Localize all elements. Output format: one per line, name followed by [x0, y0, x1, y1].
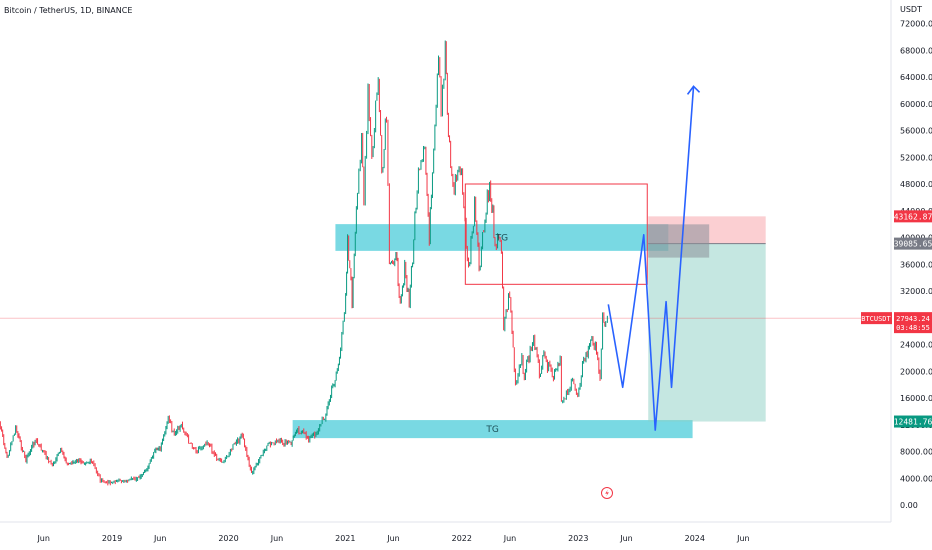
range-rectangle[interactable] — [464, 183, 648, 285]
time-axis[interactable]: Jun 2019 Jun 2020 Jun 2021 Jun 2022 Jun 2023 Jun 20… — [36, 534, 749, 543]
position-selection-box[interactable] — [648, 224, 710, 258]
y-tick-label: 52000.00 — [900, 153, 932, 162]
countdown-label: 03:48:55 — [896, 324, 930, 332]
y-tick-label: 56000.00 — [900, 127, 932, 136]
price-tag[interactable] — [894, 210, 932, 223]
y-tick-label: 32000.00 — [900, 287, 932, 296]
y-tick-label: 48000.00 — [900, 180, 932, 189]
price-tag-value: 39085.65 — [894, 240, 932, 249]
x-tick-label: Jun — [503, 534, 517, 543]
projection-arrowhead — [686, 85, 701, 95]
x-tick-label: Jun — [619, 534, 633, 543]
y-tick-label: 0.00 — [900, 501, 918, 510]
x-tick-label: 2019 — [102, 534, 122, 543]
y-tick-label: 60000.00 — [900, 100, 932, 109]
price-tag-value: 43162.87 — [894, 212, 932, 221]
replay-icon[interactable] — [601, 487, 613, 499]
position-stop-area[interactable] — [648, 243, 766, 422]
x-tick-label: 2024 — [685, 534, 705, 543]
y-tick-label: 24000.00 — [900, 341, 932, 350]
x-tick-label: Jun — [386, 534, 400, 543]
x-tick-label: Jun — [270, 534, 284, 543]
price-tag[interactable] — [894, 415, 932, 428]
zone-label: TG — [485, 425, 498, 435]
x-tick-label: Jun — [36, 534, 50, 543]
y-tick-label: 64000.00 — [900, 73, 932, 82]
y-tick-label: 8000.00 — [900, 448, 932, 457]
y-tick-label: 36000.00 — [900, 260, 932, 269]
x-tick-label: 2020 — [218, 534, 238, 543]
target-zone-2[interactable] — [292, 420, 693, 439]
price-tag-value: 12481.76 — [894, 418, 932, 427]
symbol-tag — [861, 312, 892, 325]
price-axis[interactable]: 72000.00 68000.00 64000.00 60000.00 56000.00… — [900, 20, 932, 511]
symbol-tag-label: BTCUSDT — [861, 315, 891, 323]
price-tag-value: 27943.24 — [896, 315, 930, 323]
x-tick-label: Jun — [736, 534, 750, 543]
zone-label: TG — [495, 234, 508, 244]
y-tick-label: 4000.00 — [900, 474, 932, 483]
price-tag[interactable] — [894, 237, 932, 250]
x-tick-label: 2022 — [452, 534, 472, 543]
chart-title: Bitcoin / TetherUS, 1D, BINANCE — [4, 6, 132, 15]
x-tick-label: 2023 — [568, 534, 588, 543]
y-tick-label: 72000.00 — [900, 20, 932, 29]
x-tick-label: 2021 — [335, 534, 355, 543]
x-tick-label: Jun — [153, 534, 167, 543]
projection-path[interactable] — [607, 86, 695, 431]
y-tick-label: 68000.00 — [900, 46, 932, 55]
currency-label: USDT — [900, 5, 922, 14]
y-tick-label: 16000.00 — [900, 394, 932, 403]
price-tag-current[interactable] — [894, 312, 932, 334]
y-tick-label: 20000.00 — [900, 367, 932, 376]
